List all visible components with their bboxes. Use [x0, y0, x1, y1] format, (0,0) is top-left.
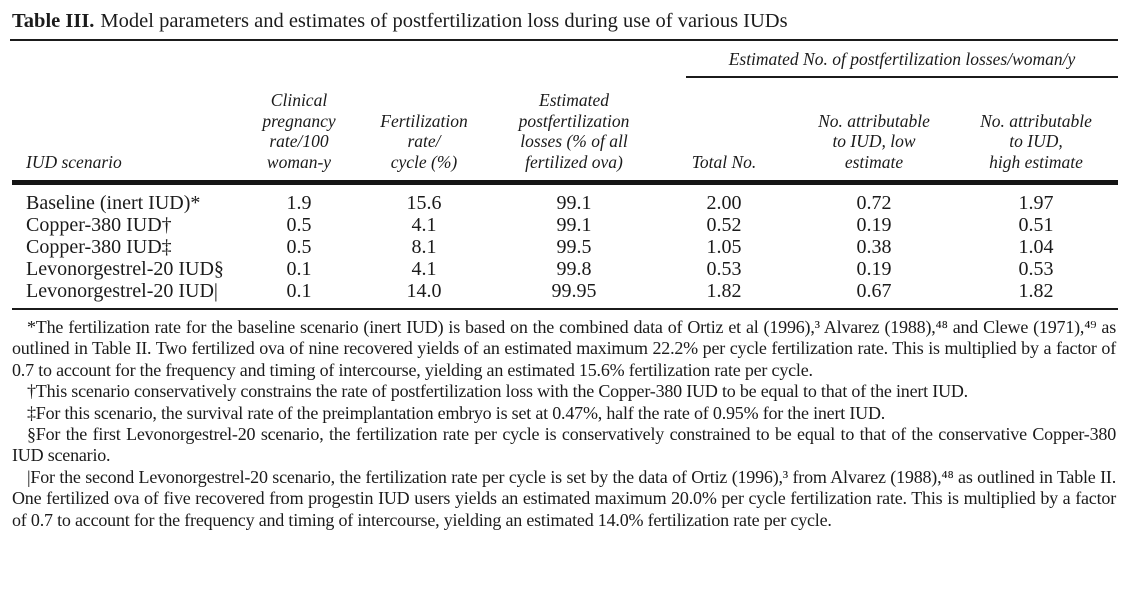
span-header-text: Estimated No. of postfertilization losse…: [728, 49, 1076, 69]
col-header-total-no: Total No.: [691, 151, 757, 172]
row-value: 8.1: [411, 236, 437, 258]
row-value: 14.0: [354, 280, 494, 310]
row-value: 0.52: [706, 214, 742, 236]
table-title-text: Model parameters and estimates of postfe…: [100, 10, 788, 32]
table-row: Levonorgestrel-20 IUD| 0.1 14.0 99.95 1.…: [12, 280, 1118, 310]
row-value: 99.1: [494, 180, 654, 214]
col-header-iud-scenario: IUD scenario: [26, 151, 122, 172]
row-scenario: Levonorgestrel-20 IUD|: [12, 280, 244, 310]
row-value: 1.82: [954, 280, 1118, 310]
row-value: 15.6: [354, 180, 494, 214]
row-value: 1.04: [1018, 236, 1054, 258]
span-header-cell: Estimated No. of postfertilization losse…: [654, 41, 1118, 78]
table-title-label: Table III.: [12, 10, 95, 32]
row-value: 99.95: [494, 280, 654, 310]
row-value: 0.72: [794, 180, 954, 214]
footnote-dagger: †This scenario conservatively constrains…: [27, 381, 968, 402]
span-header-spacer: [12, 41, 654, 78]
row-value: 0.67: [794, 280, 954, 310]
footnote-double-dagger: ‡For this scenario, the survival rate of…: [27, 402, 886, 423]
row-scenario: Copper-380 IUD†: [26, 214, 172, 236]
column-header-row: IUD scenario Clinical pregnancy rate/100…: [12, 78, 1118, 183]
col-header-postfertilization-losses: Estimated postfertilization losses (% of…: [518, 90, 630, 172]
row-value: 0.5: [286, 214, 312, 236]
row-scenario: Copper-380 IUD‡: [26, 236, 172, 258]
col-header-attributable-low: No. attributable to IUD, low estimate: [818, 110, 930, 172]
col-header-fertilization-rate: Fertilization rate/ cycle (%): [380, 110, 468, 172]
row-value: 1.9: [244, 180, 354, 214]
span-header-rule: Estimated No. of postfertilization losse…: [686, 41, 1118, 78]
col-header-clinical-pregnancy-rate: Clinical pregnancy rate/100 woman-y: [262, 90, 336, 172]
row-value: 0.53: [1018, 258, 1054, 280]
row-value: 99.5: [556, 236, 592, 258]
top-rule: [10, 39, 1118, 41]
row-value: 2.00: [654, 180, 794, 214]
row-scenario: Levonorgestrel-20 IUD§: [26, 258, 224, 280]
span-header-row: Estimated No. of postfertilization losse…: [12, 41, 1118, 78]
row-value: 4.1: [411, 258, 437, 280]
footnote-section: §For the first Levonorgestrel-20 scenari…: [12, 424, 1116, 466]
col-header-attributable-high: No. attributable to IUD, high estimate: [980, 110, 1092, 172]
row-value: 0.5: [286, 236, 312, 258]
row-value: 0.1: [244, 280, 354, 310]
row-value: 4.1: [411, 214, 437, 236]
row-value: 0.19: [856, 214, 892, 236]
row-value: 1.05: [706, 236, 742, 258]
table-title: Table III. Model parameters and estimates…: [12, 8, 1118, 34]
row-value: 1.97: [954, 180, 1118, 214]
table-row: Baseline (inert IUD)* 1.9 15.6 99.1 2.00…: [12, 180, 1118, 214]
row-scenario: Baseline (inert IUD)*: [12, 180, 244, 214]
row-value: 0.38: [856, 236, 892, 258]
row-value: 99.8: [556, 258, 592, 280]
iud-parameters-table: Estimated No. of postfertilization losse…: [12, 41, 1118, 310]
table-row: Levonorgestrel-20 IUD§ 0.1 4.1 99.8 0.53…: [12, 258, 1118, 280]
table-row: Copper-380 IUD‡ 0.5 8.1 99.5 1.05 0.38 1…: [12, 236, 1118, 258]
row-value: 0.51: [1018, 214, 1054, 236]
row-value: 0.19: [856, 258, 892, 280]
row-value: 99.1: [556, 214, 592, 236]
footnote-parallel: |For the second Levonorgestrel-20 scenar…: [12, 466, 1116, 530]
footnotes-block: *The fertilization rate for the baseline…: [12, 317, 1116, 531]
row-value: 0.53: [706, 258, 742, 280]
table-row: Copper-380 IUD† 0.5 4.1 99.1 0.52 0.19 0…: [12, 214, 1118, 236]
row-value: 0.1: [286, 258, 312, 280]
row-value: 1.82: [654, 280, 794, 310]
footnote-asterisk: *The fertilization rate for the baseline…: [12, 317, 1116, 380]
